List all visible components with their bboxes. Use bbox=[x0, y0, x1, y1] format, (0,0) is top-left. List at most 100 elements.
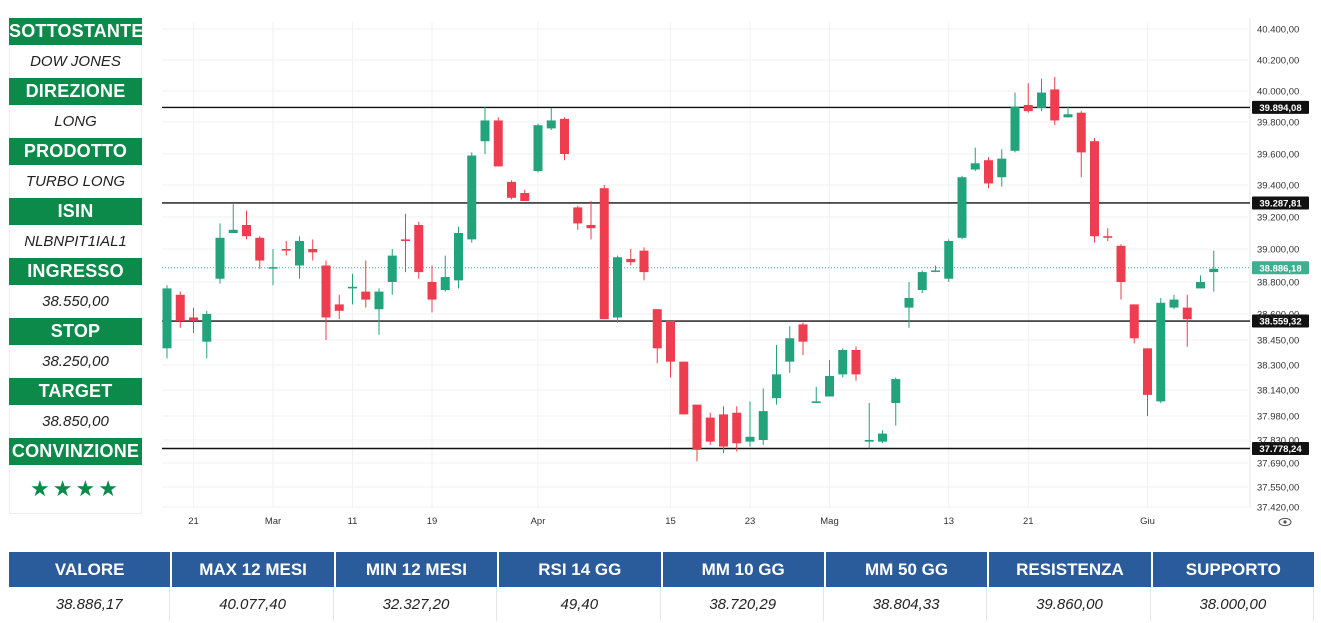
stat-value: 32.327,20 bbox=[336, 587, 498, 621]
candle-body bbox=[560, 118, 569, 154]
label-prodotto: PRODOTTO bbox=[9, 138, 142, 165]
candle-body bbox=[401, 239, 410, 241]
candle-body bbox=[838, 350, 848, 375]
candle bbox=[334, 294, 344, 320]
candle-body bbox=[334, 304, 344, 311]
candle bbox=[692, 404, 702, 462]
level-label: 38.559,32 bbox=[1259, 317, 1301, 328]
candle bbox=[440, 255, 450, 292]
candle-body bbox=[904, 298, 914, 308]
eye-icon[interactable] bbox=[1278, 517, 1292, 527]
candle-body bbox=[493, 120, 503, 167]
candle bbox=[798, 322, 808, 355]
price-chart[interactable]: 39.894,08 39.287,81 38.886,18 38.559,32 37.7… bbox=[150, 14, 1321, 534]
x-tick-label: 21 bbox=[188, 516, 199, 527]
candle-body bbox=[533, 125, 543, 172]
candle-body bbox=[692, 404, 702, 450]
candle bbox=[586, 201, 596, 240]
candle bbox=[758, 388, 768, 445]
candle bbox=[427, 265, 437, 313]
candle bbox=[348, 273, 357, 305]
candle bbox=[295, 236, 304, 279]
stat-value: 38.000,00 bbox=[1153, 587, 1314, 621]
candle bbox=[984, 157, 993, 189]
candle bbox=[705, 412, 715, 445]
y-tick-label: 38.600,00 bbox=[1257, 310, 1299, 321]
candle bbox=[666, 320, 675, 378]
y-tick-label: 37.980,00 bbox=[1257, 412, 1299, 423]
y-tick-label: 40.200,00 bbox=[1257, 56, 1299, 67]
candle-body bbox=[281, 249, 291, 251]
candle bbox=[1196, 275, 1205, 289]
candle bbox=[1076, 111, 1086, 178]
candle-body bbox=[1182, 307, 1192, 320]
candle-body bbox=[732, 412, 742, 444]
candle-body bbox=[1129, 304, 1139, 339]
candle-body bbox=[1010, 106, 1020, 151]
stat-header: RSI 14 GG bbox=[499, 552, 661, 587]
candle-body bbox=[295, 241, 304, 266]
x-tick-label: 13 bbox=[943, 516, 954, 527]
stats-value-row: 38.886,17 40.077,40 32.327,20 49,40 38.7… bbox=[9, 587, 1314, 621]
candle bbox=[467, 152, 477, 243]
value-isin: NLBNPIT1IAL1 bbox=[9, 225, 142, 258]
stat-header: VALORE bbox=[9, 552, 171, 587]
candle-body bbox=[374, 291, 384, 310]
value-sottostante: DOW JONES bbox=[9, 45, 142, 78]
candle bbox=[1090, 138, 1099, 243]
candle bbox=[414, 221, 424, 279]
candle-body bbox=[162, 288, 172, 349]
candle-body bbox=[1169, 299, 1179, 308]
candle-body bbox=[454, 233, 463, 281]
candle-body bbox=[1076, 112, 1086, 153]
candles bbox=[162, 77, 1219, 462]
candle-body bbox=[507, 181, 516, 198]
candle bbox=[997, 149, 1007, 187]
stat-header: SUPPORTO bbox=[1152, 552, 1314, 587]
candle-body bbox=[467, 155, 477, 240]
candle bbox=[626, 249, 636, 266]
candle bbox=[1209, 250, 1219, 292]
chart-svg: 39.894,08 39.287,81 38.886,18 38.559,32 37.7… bbox=[162, 18, 1309, 527]
y-tick-label: 37.830,00 bbox=[1257, 436, 1299, 447]
candle-body bbox=[785, 338, 795, 362]
candle-body bbox=[719, 414, 728, 447]
candle bbox=[732, 406, 742, 452]
candle bbox=[1023, 83, 1033, 113]
candle bbox=[281, 241, 291, 256]
x-tick-label: Giu bbox=[1140, 516, 1155, 527]
candle bbox=[401, 213, 410, 273]
candle bbox=[242, 210, 251, 240]
candle bbox=[785, 326, 795, 373]
candle bbox=[189, 307, 198, 334]
candle bbox=[639, 247, 649, 281]
candle bbox=[1010, 92, 1020, 153]
candle-body bbox=[1116, 245, 1126, 282]
candle-body bbox=[851, 350, 861, 375]
candle bbox=[361, 260, 371, 308]
candle bbox=[493, 117, 503, 167]
level-label: 37.778,24 bbox=[1259, 444, 1302, 455]
candle bbox=[268, 249, 278, 286]
y-axis: 40.400,00 40.200,00 40.000,00 39.800,00 39.6… bbox=[1257, 25, 1299, 514]
stat-header: MM 10 GG bbox=[662, 552, 824, 587]
level-badge bbox=[1252, 196, 1309, 210]
y-tick-label: 39.600,00 bbox=[1257, 150, 1299, 161]
candle-body bbox=[652, 309, 662, 349]
candle-body bbox=[626, 258, 636, 263]
value-prodotto: TURBO LONG bbox=[9, 165, 142, 198]
y-tick-label: 37.690,00 bbox=[1257, 459, 1299, 470]
candle bbox=[162, 285, 172, 359]
candle bbox=[1037, 78, 1046, 112]
label-sottostante: SOTTOSTANTE bbox=[9, 18, 143, 45]
value-ingresso: 38.550,00 bbox=[9, 285, 142, 318]
candle-body bbox=[242, 225, 251, 237]
y-tick-label: 37.550,00 bbox=[1257, 483, 1299, 494]
candle-body bbox=[1143, 348, 1152, 395]
level-badge bbox=[1252, 261, 1309, 275]
candle-body bbox=[361, 291, 371, 300]
stat-value: 38.886,17 bbox=[9, 587, 171, 621]
candle-body bbox=[268, 267, 278, 269]
stat-header: MM 50 GG bbox=[825, 552, 988, 587]
x-tick-label: 15 bbox=[665, 516, 676, 527]
